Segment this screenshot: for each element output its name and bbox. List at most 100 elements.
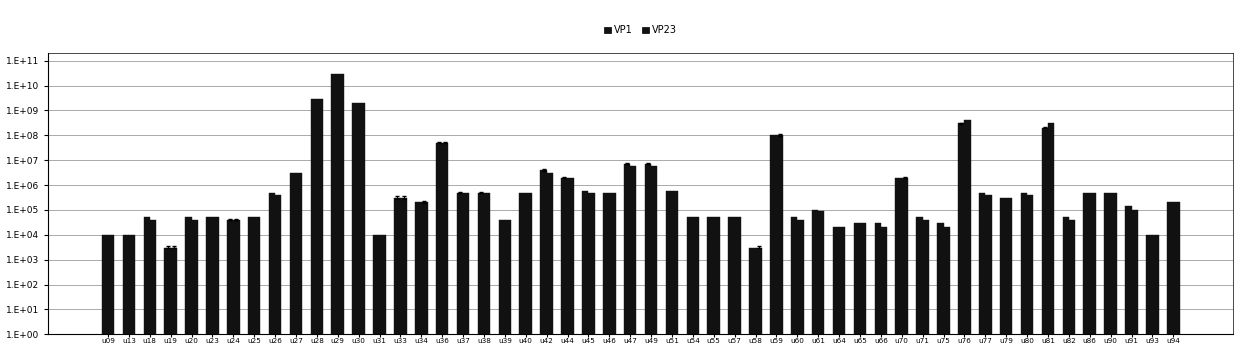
Bar: [1090, 193, 1097, 350]
Bar: [415, 202, 421, 350]
Bar: [212, 217, 219, 350]
Bar: [525, 193, 532, 350]
Bar: [421, 202, 427, 350]
Bar: [1125, 205, 1131, 350]
Bar: [833, 227, 839, 350]
Bar: [311, 99, 317, 350]
Bar: [317, 99, 323, 350]
Bar: [1063, 217, 1069, 350]
Bar: [1048, 124, 1054, 350]
Bar: [854, 223, 860, 350]
Bar: [1104, 193, 1110, 350]
Bar: [150, 220, 156, 350]
Bar: [102, 235, 108, 350]
Bar: [750, 248, 756, 350]
Bar: [923, 220, 929, 350]
Bar: [275, 195, 281, 350]
Legend: VP1, VP23: VP1, VP23: [600, 22, 681, 39]
Bar: [1027, 195, 1033, 350]
Bar: [1131, 210, 1137, 350]
Bar: [686, 217, 693, 350]
Bar: [1021, 193, 1027, 350]
Bar: [373, 235, 379, 350]
Bar: [290, 173, 296, 350]
Bar: [958, 124, 964, 350]
Bar: [582, 191, 589, 350]
Bar: [812, 210, 818, 350]
Bar: [504, 220, 512, 350]
Bar: [1006, 198, 1012, 350]
Bar: [756, 248, 762, 350]
Bar: [227, 220, 233, 350]
Bar: [917, 217, 923, 350]
Bar: [519, 193, 525, 350]
Bar: [457, 193, 463, 350]
Bar: [985, 195, 991, 350]
Bar: [875, 223, 881, 350]
Bar: [478, 193, 484, 350]
Bar: [964, 120, 970, 350]
Bar: [1167, 202, 1173, 350]
Bar: [332, 74, 338, 350]
Bar: [1000, 198, 1006, 350]
Bar: [589, 193, 595, 350]
Bar: [129, 235, 135, 350]
Bar: [192, 220, 198, 350]
Bar: [902, 177, 908, 350]
Bar: [498, 220, 504, 350]
Bar: [790, 217, 798, 350]
Bar: [610, 193, 616, 350]
Bar: [394, 198, 400, 350]
Bar: [123, 235, 129, 350]
Bar: [937, 223, 944, 350]
Bar: [233, 220, 239, 350]
Bar: [1173, 202, 1180, 350]
Bar: [1146, 235, 1152, 350]
Bar: [707, 217, 714, 350]
Bar: [248, 217, 254, 350]
Bar: [540, 170, 546, 350]
Bar: [860, 223, 866, 350]
Bar: [714, 217, 720, 350]
Bar: [644, 164, 650, 350]
Bar: [296, 173, 302, 350]
Bar: [358, 103, 366, 350]
Bar: [881, 227, 887, 350]
Bar: [624, 164, 631, 350]
Bar: [379, 235, 385, 350]
Bar: [1152, 235, 1158, 350]
Bar: [400, 198, 406, 350]
Bar: [436, 143, 442, 350]
Bar: [729, 217, 735, 350]
Bar: [735, 217, 741, 350]
Bar: [186, 217, 192, 350]
Bar: [979, 193, 985, 350]
Bar: [650, 166, 658, 350]
Bar: [798, 220, 804, 350]
Bar: [269, 193, 275, 350]
Bar: [693, 217, 699, 350]
Bar: [1069, 220, 1075, 350]
Bar: [171, 248, 177, 350]
Bar: [561, 177, 567, 350]
Bar: [567, 177, 574, 350]
Bar: [944, 227, 950, 350]
Bar: [1083, 193, 1090, 350]
Bar: [1110, 193, 1116, 350]
Bar: [484, 193, 491, 350]
Bar: [818, 211, 824, 350]
Bar: [1042, 128, 1048, 350]
Bar: [463, 193, 470, 350]
Bar: [672, 191, 678, 350]
Bar: [442, 143, 449, 350]
Bar: [839, 227, 845, 350]
Bar: [165, 248, 171, 350]
Bar: [546, 173, 553, 350]
Bar: [665, 191, 672, 350]
Bar: [603, 193, 610, 350]
Bar: [777, 135, 783, 350]
Bar: [108, 235, 114, 350]
Bar: [254, 217, 260, 350]
Bar: [338, 74, 344, 350]
Bar: [771, 135, 777, 350]
